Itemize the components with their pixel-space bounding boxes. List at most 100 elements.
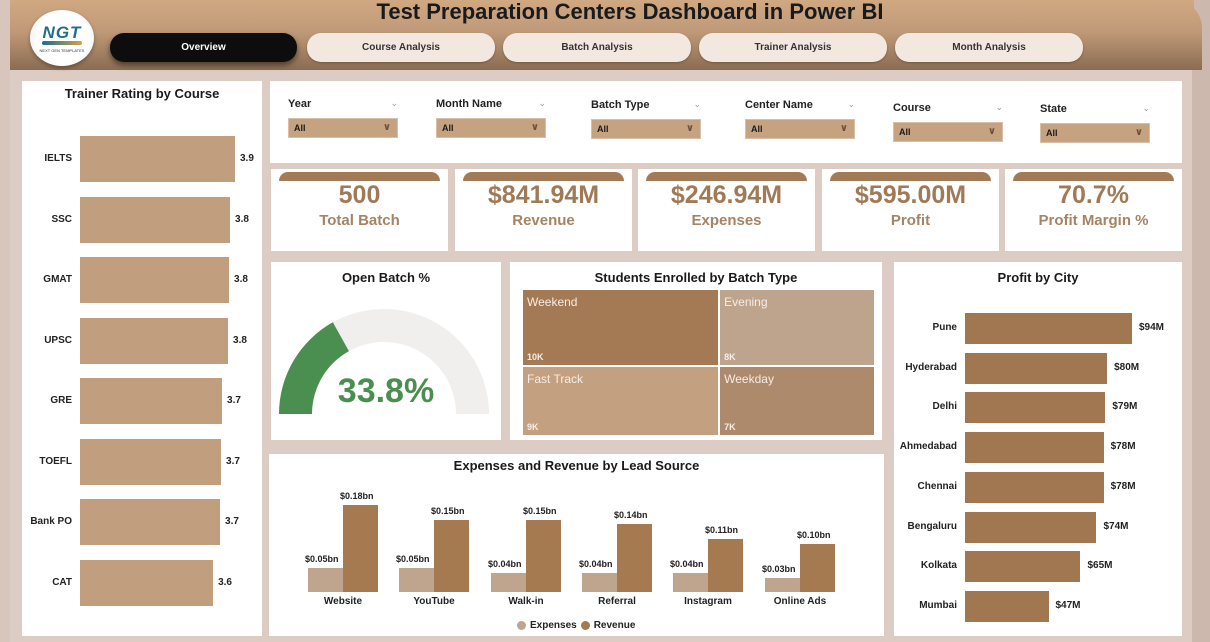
city-profit-bar[interactable] bbox=[965, 551, 1081, 583]
city-profit-value: $94M bbox=[1139, 322, 1165, 333]
expenses-bar[interactable] bbox=[765, 577, 800, 592]
city-profit-bar[interactable] bbox=[965, 392, 1106, 424]
slicer-value: All bbox=[1046, 128, 1058, 138]
header-banner: Test Preparation Centers Dashboard in Po… bbox=[10, 0, 1202, 70]
treemap-cell-name: Evening bbox=[724, 295, 768, 309]
trainer-rating-value: 3.7 bbox=[226, 455, 240, 467]
city-profit-bar[interactable] bbox=[965, 511, 1097, 543]
chevron-down-icon[interactable]: ⌄ bbox=[538, 98, 546, 108]
slicer-dropdown[interactable]: All ∨ bbox=[591, 119, 701, 139]
slicer-dropdown[interactable]: All ∨ bbox=[745, 119, 855, 139]
kpi-label: Profit bbox=[890, 212, 931, 229]
expenses-bar[interactable] bbox=[399, 567, 434, 592]
trainer-rating-bar[interactable] bbox=[80, 559, 214, 606]
slicer-label: Course bbox=[893, 102, 931, 114]
expenses-value-label: $0.04bn bbox=[670, 558, 704, 569]
frame-left bbox=[0, 0, 10, 642]
trainer-rating-bar[interactable] bbox=[80, 499, 221, 545]
trainer-rating-bar[interactable] bbox=[80, 196, 231, 243]
tab-month-analysis[interactable]: Month Analysis bbox=[895, 33, 1083, 62]
city-profit-value: $78M bbox=[1110, 480, 1136, 492]
trainer-rating-bar[interactable] bbox=[80, 136, 235, 182]
revenue-value-label: $0.14bn bbox=[614, 510, 648, 521]
city-profit-value: $80M bbox=[1114, 361, 1140, 373]
kpi-accent-tab bbox=[279, 172, 440, 181]
trainer-rating-bar[interactable] bbox=[80, 317, 229, 364]
chevron-down-icon[interactable]: ⌄ bbox=[1142, 103, 1150, 113]
city-profit-bar[interactable] bbox=[965, 313, 1132, 344]
treemap-cell-fast-track[interactable]: Fast Track 9K bbox=[523, 367, 719, 435]
slicer-label: Center Name bbox=[745, 99, 813, 111]
treemap-cell-value: 10K bbox=[527, 352, 544, 363]
students-enrolled-card: Students Enrolled by Batch Type Weekend 1… bbox=[510, 262, 882, 440]
expenses-bar[interactable] bbox=[582, 572, 617, 592]
kpi-card-revenue: $841.94M Revenue bbox=[455, 169, 632, 251]
open-batch-card: Open Batch % 33.8% bbox=[271, 262, 501, 440]
revenue-value-label: $0.18bn bbox=[340, 491, 374, 501]
expenses-bar[interactable] bbox=[491, 572, 526, 592]
treemap-cell-value: 8K bbox=[724, 352, 736, 363]
tab-batch-analysis[interactable]: Batch Analysis bbox=[503, 33, 691, 62]
chevron-down-icon[interactable]: ⌄ bbox=[693, 99, 701, 109]
slicer-dropdown[interactable]: All ∨ bbox=[1040, 123, 1150, 143]
revenue-bar[interactable] bbox=[434, 519, 469, 592]
city-label: Mumbai bbox=[919, 599, 957, 611]
chevron-down-icon[interactable]: ⌄ bbox=[847, 99, 855, 109]
trainer-rating-bar[interactable] bbox=[80, 378, 223, 424]
trainer-rating-value: 3.6 bbox=[218, 576, 232, 588]
city-profit-bar[interactable] bbox=[965, 590, 1049, 622]
revenue-value-label: $0.10bn bbox=[797, 529, 831, 540]
tab-overview[interactable]: Overview bbox=[110, 33, 297, 62]
city-profit-bar[interactable] bbox=[965, 471, 1104, 503]
lead-source-label: Website bbox=[323, 596, 363, 607]
slicer-center-name: Center Name ⌄ All ∨ bbox=[745, 99, 855, 141]
trainer-rating-bar[interactable] bbox=[80, 438, 222, 485]
treemap-cell-weekday[interactable]: Weekday 7K bbox=[720, 367, 874, 435]
slicer-dropdown[interactable]: All ∨ bbox=[893, 122, 1003, 142]
kpi-card-expenses: $246.94M Expenses bbox=[638, 169, 815, 251]
trainer-rating-value: 3.9 bbox=[240, 153, 254, 164]
page-title: Test Preparation Centers Dashboard in Po… bbox=[376, 0, 884, 24]
tab-course-analysis[interactable]: Course Analysis bbox=[307, 33, 495, 62]
students-treemap: Weekend 10K Evening 8K Fast Track 9K Weekday 7K bbox=[523, 290, 874, 435]
revenue-bar[interactable] bbox=[800, 543, 835, 592]
exp-rev-title: Expenses and Revenue by Lead Source bbox=[453, 458, 700, 473]
lead-source-label: YouTube bbox=[413, 596, 455, 607]
trainer-rating-title: Trainer Rating by Course bbox=[64, 86, 220, 101]
profit-by-city-title: Profit by City bbox=[997, 270, 1079, 285]
treemap-cell-evening[interactable]: Evening 8K bbox=[720, 290, 874, 366]
slicer-batch-type: Batch Type ⌄ All ∨ bbox=[591, 99, 701, 141]
slicer-panel: Year ⌄ All ∨ Month Name ⌄ All ∨ Batch Type ⌄ All ∨ C… bbox=[270, 81, 1182, 163]
expenses-bar[interactable] bbox=[673, 572, 708, 592]
slicer-state: State ⌄ All ∨ bbox=[1040, 103, 1150, 145]
city-profit-value: $79M bbox=[1112, 401, 1138, 413]
tab-trainer-analysis[interactable]: Trainer Analysis bbox=[699, 33, 887, 62]
trainer-course-label: IELTS bbox=[44, 153, 72, 164]
city-profit-bar[interactable] bbox=[965, 352, 1108, 384]
expenses-bar[interactable] bbox=[308, 567, 343, 592]
revenue-bar[interactable] bbox=[708, 538, 743, 592]
revenue-bar[interactable] bbox=[343, 505, 378, 592]
revenue-bar[interactable] bbox=[617, 524, 652, 592]
kpi-card-total-batch: 500 Total Batch bbox=[271, 169, 448, 251]
slicer-year: Year ⌄ All ∨ bbox=[288, 98, 398, 140]
trainer-rating-bar[interactable] bbox=[80, 257, 230, 303]
slicer-dropdown[interactable]: All ∨ bbox=[288, 118, 398, 138]
kpi-value: $595.00M bbox=[854, 181, 967, 209]
city-profit-bar[interactable] bbox=[965, 432, 1104, 464]
kpi-value: $841.94M bbox=[487, 181, 600, 209]
trainer-course-label: Bank PO bbox=[30, 516, 72, 527]
revenue-bar[interactable] bbox=[526, 519, 561, 592]
trainer-rating-card: Trainer Rating by Course IELTS 3.9 SSC 3.8 G… bbox=[22, 81, 262, 636]
city-label: Pune bbox=[932, 322, 957, 333]
slicer-dropdown[interactable]: All ∨ bbox=[436, 118, 546, 138]
chevron-down-icon[interactable]: ⌄ bbox=[995, 102, 1003, 112]
gauge-fill bbox=[279, 322, 349, 414]
treemap-cell-weekend[interactable]: Weekend 10K bbox=[523, 290, 719, 366]
chevron-down-icon[interactable]: ⌄ bbox=[390, 98, 398, 108]
trainer-rating-value: 3.7 bbox=[227, 395, 241, 406]
lead-source-label: Instagram bbox=[684, 596, 732, 607]
kpi-accent-tab bbox=[830, 172, 991, 181]
chevron-down-icon: ∨ bbox=[530, 122, 539, 133]
legend-expenses-swatch bbox=[517, 621, 526, 630]
